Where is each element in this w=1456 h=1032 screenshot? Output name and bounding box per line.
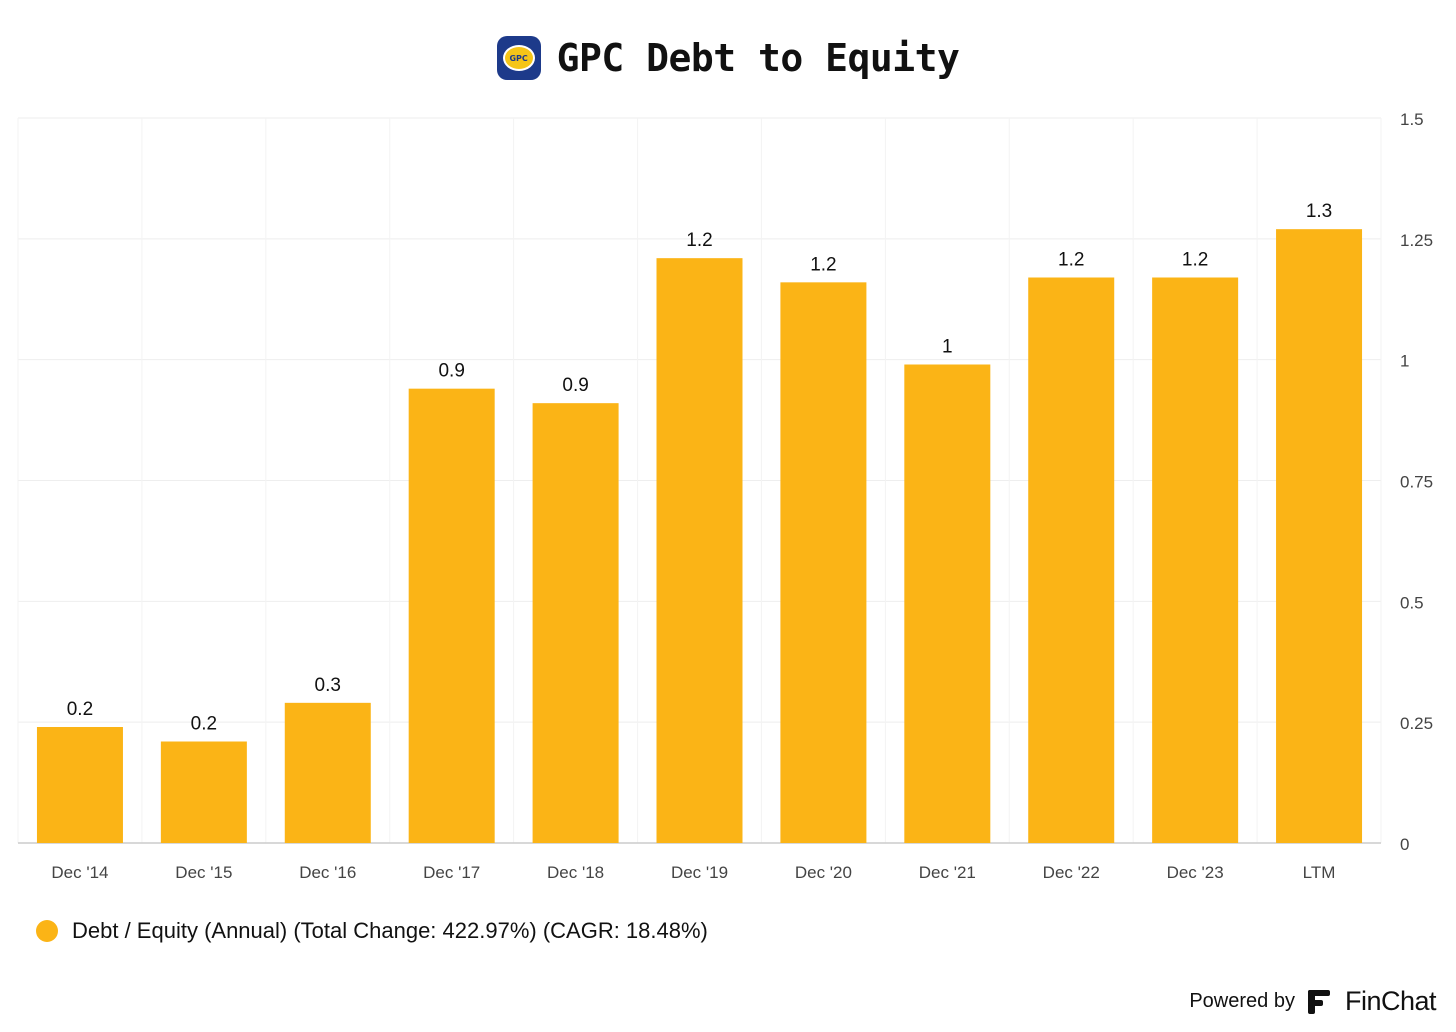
- y-tick-label: 0.75: [1400, 473, 1433, 492]
- powered-by[interactable]: Powered by FinChat: [1189, 986, 1436, 1017]
- y-tick-label: 0: [1400, 835, 1409, 854]
- bar-value-label: 1.2: [686, 230, 712, 251]
- legend-label: Debt / Equity (Annual) (Total Change: 42…: [72, 918, 708, 943]
- bar: [284, 702, 371, 843]
- y-tick-label: 1: [1400, 352, 1409, 371]
- y-tick-label: 0.5: [1400, 593, 1424, 612]
- y-tick-label: 1.25: [1400, 231, 1433, 250]
- legend-color-dot: [36, 920, 58, 942]
- bar-value-label: 0.3: [315, 675, 341, 696]
- finchat-brand: FinChat: [1344, 986, 1437, 1016]
- bar: [1152, 277, 1239, 843]
- bar: [656, 258, 743, 843]
- finchat-logo-icon: [1307, 989, 1330, 1014]
- chart-header: GPC GPC Debt to Equity: [0, 28, 1456, 88]
- bar: [780, 282, 867, 843]
- bar: [160, 741, 247, 843]
- bar-value-label: 0.9: [438, 361, 464, 382]
- x-tick-label: Dec '14: [51, 863, 108, 882]
- bar: [1028, 277, 1115, 843]
- bar: [408, 388, 495, 843]
- gpc-logo: GPC: [496, 36, 541, 80]
- y-tick-label: 0.25: [1400, 714, 1433, 733]
- x-tick-label: LTM: [1303, 863, 1336, 882]
- bar-value-label: 1.2: [1182, 250, 1208, 271]
- x-tick-label: Dec '17: [423, 863, 480, 882]
- bar-value-label: 0.9: [562, 375, 588, 396]
- bar-value-label: 1: [942, 337, 953, 358]
- bar-value-label: 1.2: [1058, 250, 1084, 271]
- x-tick-label: Dec '15: [175, 863, 232, 882]
- bar-chart: 0 0.25 0.5 0.75 1 1.25 1.5 0.2 Dec '14 0.2 Dec '15…: [17, 110, 1433, 882]
- bar-value-label: 0.2: [191, 714, 217, 735]
- x-tick-label: Dec '23: [1167, 863, 1224, 882]
- chart-title: GPC Debt to Equity: [556, 36, 960, 80]
- bar-value-label: 1.3: [1306, 201, 1332, 222]
- bar: [532, 403, 619, 843]
- bar-value-label: 1.2: [810, 254, 836, 275]
- x-tick-label: Dec '21: [919, 863, 976, 882]
- x-tick-label: Dec '19: [671, 863, 728, 882]
- x-tick-label: Dec '20: [795, 863, 852, 882]
- x-tick-label: Dec '16: [299, 863, 356, 882]
- x-tick-label: Dec '22: [1043, 863, 1100, 882]
- chart-legend: Debt / Equity (Annual) (Total Change: 42…: [36, 918, 708, 944]
- bar: [1276, 229, 1363, 843]
- bar: [904, 364, 991, 843]
- bar-value-label: 0.2: [67, 699, 93, 720]
- powered-by-label: Powered by: [1189, 990, 1295, 1012]
- gpc-logo-mark: GPC: [502, 45, 535, 71]
- x-tick-label: Dec '18: [547, 863, 604, 882]
- y-tick-label: 1.5: [1400, 110, 1424, 129]
- bar: [36, 727, 123, 843]
